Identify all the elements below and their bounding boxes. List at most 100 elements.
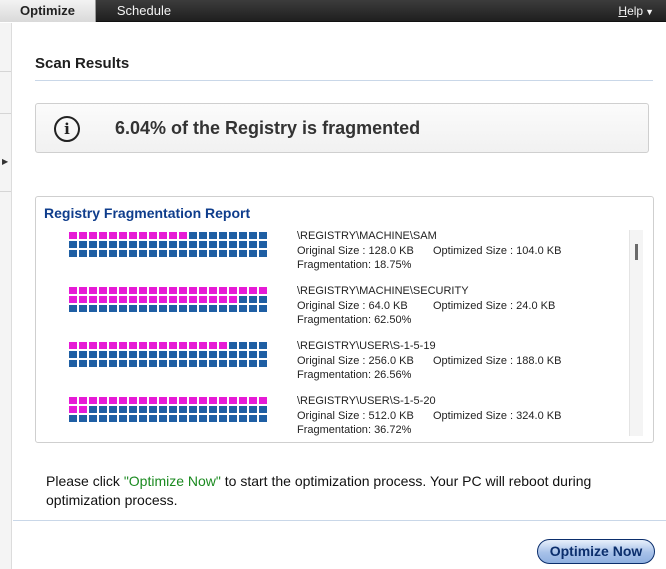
contiguous-block xyxy=(219,241,227,248)
contiguous-block xyxy=(249,305,257,312)
contiguous-block xyxy=(169,351,177,358)
fragmented-block xyxy=(119,296,127,303)
fragmentation-value: 62.50% xyxy=(374,314,412,326)
contiguous-block xyxy=(149,305,157,312)
contiguous-block xyxy=(179,415,187,422)
contiguous-block xyxy=(69,351,77,358)
contiguous-block xyxy=(249,250,257,257)
size-line: Original Size : 256.0 KB Optimized Size :… xyxy=(297,355,561,367)
registry-path: \REGISTRY\USER\S-1-5-20 xyxy=(297,395,436,407)
help-label-rest: elp xyxy=(627,4,644,18)
contiguous-block xyxy=(159,406,167,413)
fragmented-block xyxy=(129,296,137,303)
contiguous-block xyxy=(149,406,157,413)
fragmented-block xyxy=(219,287,227,294)
contiguous-block xyxy=(139,406,147,413)
contiguous-block xyxy=(149,250,157,257)
optimize-now-button[interactable]: Optimize Now xyxy=(537,539,655,564)
report-scrollbar[interactable] xyxy=(629,230,643,436)
contiguous-block xyxy=(179,351,187,358)
contiguous-block xyxy=(199,351,207,358)
tab-optimize[interactable]: Optimize xyxy=(0,0,96,22)
contiguous-block xyxy=(259,305,267,312)
fragmented-block xyxy=(109,296,117,303)
contiguous-block xyxy=(89,406,97,413)
contiguous-block xyxy=(139,351,147,358)
fragmentation-label: Fragmentation xyxy=(297,424,368,436)
original-size-label: Original Size xyxy=(297,410,360,422)
contiguous-block xyxy=(209,305,217,312)
contiguous-block xyxy=(119,241,127,248)
fragmented-block xyxy=(129,232,137,239)
contiguous-block xyxy=(139,250,147,257)
original-size-value: 256.0 KB xyxy=(368,355,414,367)
contiguous-block xyxy=(259,415,267,422)
fragmented-block xyxy=(79,296,87,303)
contiguous-block xyxy=(179,250,187,257)
contiguous-block xyxy=(99,415,107,422)
registry-path: \REGISTRY\MACHINE\SECURITY xyxy=(297,285,469,297)
contiguous-block xyxy=(189,250,197,257)
contiguous-block xyxy=(259,250,267,257)
fragmented-block xyxy=(99,232,107,239)
fragmented-block xyxy=(179,232,187,239)
size-line: Original Size : 64.0 KB Optimized Size : … xyxy=(297,300,555,312)
report-entry: \REGISTRY\MACHINE\SECURITY Original Size … xyxy=(36,285,628,340)
contiguous-block xyxy=(259,360,267,367)
contiguous-block xyxy=(249,232,257,239)
fragmentation-line: Fragmentation: 36.72% xyxy=(297,424,412,436)
contiguous-block xyxy=(159,360,167,367)
fragmented-block xyxy=(109,232,117,239)
contiguous-block xyxy=(209,232,217,239)
contiguous-block xyxy=(119,351,127,358)
fragmentation-value: 36.72% xyxy=(374,424,412,436)
contiguous-block xyxy=(209,406,217,413)
fragmented-block xyxy=(79,232,87,239)
help-menu[interactable]: Help ▼ xyxy=(618,0,654,23)
contiguous-block xyxy=(249,342,257,349)
fragmented-block xyxy=(159,287,167,294)
contiguous-block xyxy=(119,415,127,422)
contiguous-block xyxy=(239,415,247,422)
fragmented-block xyxy=(99,342,107,349)
contiguous-block xyxy=(89,360,97,367)
contiguous-block xyxy=(259,241,267,248)
contiguous-block xyxy=(99,351,107,358)
contiguous-block xyxy=(149,415,157,422)
fragmentation-summary: i 6.04% of the Registry is fragmented xyxy=(35,103,649,153)
contiguous-block xyxy=(129,241,137,248)
contiguous-block xyxy=(219,351,227,358)
dropdown-arrow-icon: ▼ xyxy=(645,7,654,17)
scrollbar-thumb[interactable] xyxy=(635,244,638,260)
fragmented-block xyxy=(189,296,197,303)
contiguous-block xyxy=(119,360,127,367)
report-list[interactable]: \REGISTRY\MACHINE\SAM Original Size : 128… xyxy=(36,230,628,442)
tab-schedule[interactable]: Schedule xyxy=(116,3,172,18)
contiguous-block xyxy=(219,360,227,367)
contiguous-block xyxy=(159,415,167,422)
contiguous-block xyxy=(189,406,197,413)
contiguous-block xyxy=(79,360,87,367)
contiguous-block xyxy=(249,241,257,248)
expand-arrow-icon[interactable]: ▶ xyxy=(2,157,9,166)
fragmented-block xyxy=(119,342,127,349)
contiguous-block xyxy=(219,406,227,413)
contiguous-block xyxy=(249,360,257,367)
contiguous-block xyxy=(239,232,247,239)
contiguous-block xyxy=(189,305,197,312)
report-entry: \REGISTRY\MACHINE\SAM Original Size : 128… xyxy=(36,230,628,285)
contiguous-block xyxy=(229,342,237,349)
contiguous-block xyxy=(259,406,267,413)
fragmented-block xyxy=(149,342,157,349)
contiguous-block xyxy=(99,360,107,367)
contiguous-block xyxy=(209,241,217,248)
contiguous-block xyxy=(79,305,87,312)
fragmentation-line: Fragmentation: 26.56% xyxy=(297,369,412,381)
contiguous-block xyxy=(159,241,167,248)
fragmented-block xyxy=(239,287,247,294)
left-navigation-strip: ▶ xyxy=(0,23,12,569)
fragmented-block xyxy=(69,342,77,349)
optimized-size-label: Optimized Size xyxy=(433,355,507,367)
fragmented-block xyxy=(179,397,187,404)
optimized-size-value: 24.0 KB xyxy=(516,300,556,312)
